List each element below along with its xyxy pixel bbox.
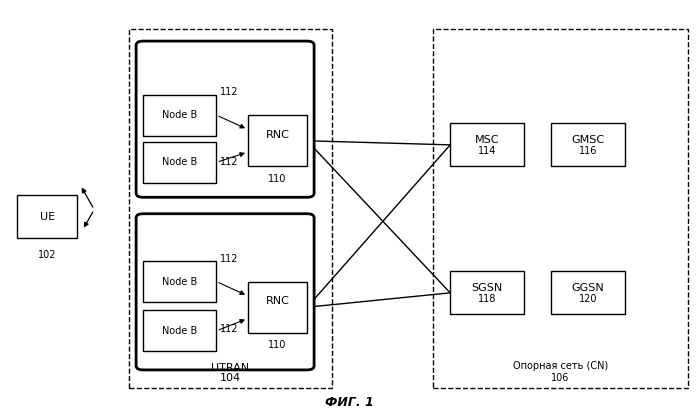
- Text: 112: 112: [220, 88, 239, 97]
- Bar: [551, 271, 625, 314]
- Text: RNC: RNC: [265, 296, 290, 306]
- Text: 104: 104: [220, 373, 241, 383]
- Text: UTRAN: UTRAN: [211, 363, 249, 373]
- FancyBboxPatch shape: [136, 41, 314, 197]
- Text: Node B: Node B: [162, 110, 198, 120]
- Text: RNC: RNC: [265, 129, 290, 140]
- Text: 102: 102: [38, 250, 57, 260]
- Text: 112: 112: [220, 324, 239, 334]
- Text: 106: 106: [551, 373, 570, 383]
- Text: 118: 118: [477, 294, 496, 304]
- Text: GMSC: GMSC: [572, 135, 604, 145]
- Bar: [248, 282, 307, 333]
- Text: MSC: MSC: [475, 135, 499, 145]
- Bar: [143, 95, 216, 136]
- Text: Опорная сеть (CN): Опорная сеть (CN): [512, 361, 608, 371]
- Text: Node B: Node B: [162, 277, 198, 286]
- Bar: [450, 123, 524, 166]
- Text: 116: 116: [579, 146, 597, 156]
- Bar: [248, 115, 307, 166]
- Bar: [143, 310, 216, 351]
- Bar: [129, 29, 332, 388]
- FancyBboxPatch shape: [136, 214, 314, 370]
- Bar: [143, 142, 216, 183]
- Text: 112: 112: [220, 157, 239, 167]
- Text: 114: 114: [477, 146, 496, 156]
- Text: SGSN: SGSN: [471, 283, 503, 293]
- Text: Node B: Node B: [162, 326, 198, 336]
- Bar: [551, 123, 625, 166]
- Text: ФИГ. 1: ФИГ. 1: [325, 396, 373, 409]
- Bar: [17, 195, 77, 238]
- Text: 120: 120: [579, 294, 597, 304]
- Text: GGSN: GGSN: [572, 283, 604, 293]
- Bar: [450, 271, 524, 314]
- Text: UE: UE: [40, 212, 54, 222]
- Text: 110: 110: [268, 174, 287, 184]
- Bar: [433, 29, 688, 388]
- Text: Node B: Node B: [162, 157, 198, 167]
- Text: 112: 112: [220, 254, 239, 264]
- Bar: [143, 261, 216, 302]
- Text: 110: 110: [268, 340, 287, 350]
